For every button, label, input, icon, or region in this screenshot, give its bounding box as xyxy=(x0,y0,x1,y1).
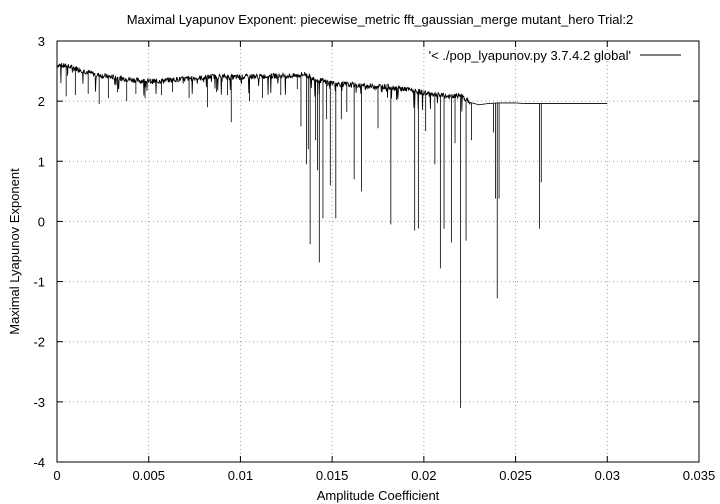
chart-title: Maximal Lyapunov Exponent: piecewise_met… xyxy=(127,12,634,27)
y-tick-label: -2 xyxy=(33,335,45,350)
plot-frame xyxy=(56,40,700,463)
x-tick-label: 0.02 xyxy=(411,468,436,483)
y-tick-label: 2 xyxy=(38,94,45,109)
x-tick-label: 0.025 xyxy=(499,468,532,483)
series-line xyxy=(56,63,608,112)
x-tick-label: 0.035 xyxy=(683,468,716,483)
legend-label: '< ./pop_lyapunov.py 3.7.4.2 global' xyxy=(429,48,631,63)
legend: '< ./pop_lyapunov.py 3.7.4.2 global' xyxy=(429,48,681,63)
y-tick-label: 1 xyxy=(38,154,45,169)
y-tick-label: 3 xyxy=(38,34,45,49)
x-tick-label: 0.03 xyxy=(595,468,620,483)
x-tick-label: 0 xyxy=(53,468,60,483)
y-tick-label: 0 xyxy=(38,214,45,229)
x-tick-label: 0.005 xyxy=(132,468,165,483)
y-tick-label: -1 xyxy=(33,275,45,290)
y-axis-title: Maximal Lyapunov Exponent xyxy=(7,168,22,335)
x-tick-label: 0.015 xyxy=(316,468,349,483)
y-tick-label: -4 xyxy=(33,455,45,470)
series-layer xyxy=(56,63,608,408)
x-tick-label: 0.01 xyxy=(228,468,253,483)
y-tick-label: -3 xyxy=(33,395,45,410)
tick-labels: 0 0.005 0.01 0.015 0.02 0.025 0.03 0.035 -4 -3 -2 -… xyxy=(33,34,715,483)
x-axis-title: Amplitude Coefficient xyxy=(317,488,440,503)
